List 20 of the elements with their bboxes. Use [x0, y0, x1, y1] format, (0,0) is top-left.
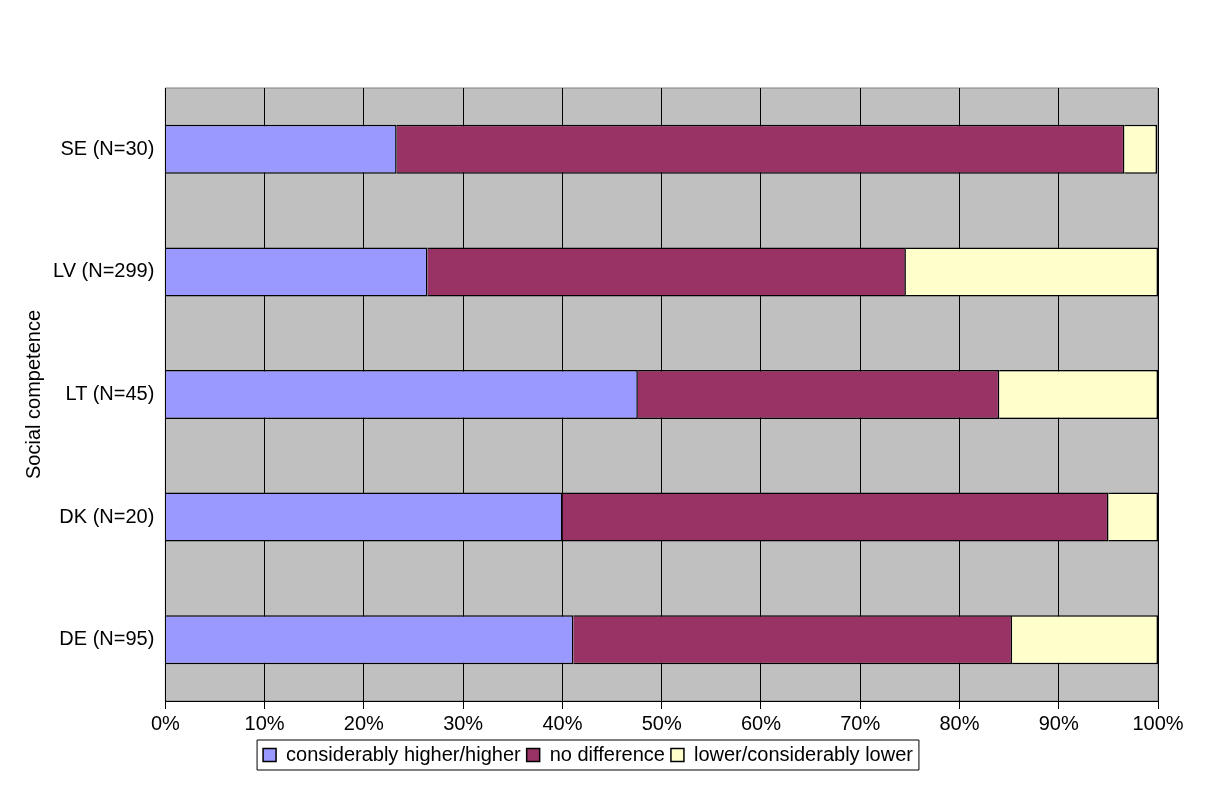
x-tick-label: 30% — [443, 711, 484, 734]
y-tick-label: LV (N=299) — [52, 259, 155, 282]
x-tick-label: 40% — [542, 711, 583, 734]
x-tick-label: 20% — [343, 711, 385, 734]
x-tick-label: 0% — [150, 711, 181, 734]
x-tick-label: 100% — [1132, 711, 1184, 734]
x-tick-label: 10% — [244, 711, 285, 734]
x-tick-label: 60% — [740, 711, 782, 734]
legend-label: lower/considerably lower — [693, 742, 914, 765]
y-tick-label: DE (N=95) — [59, 627, 155, 650]
x-tick-label: 50% — [641, 711, 682, 734]
legend-label: no difference — [549, 742, 665, 765]
y-tick-label: SE (N=30) — [60, 136, 155, 159]
y-tick-label: DK (N=20) — [59, 504, 155, 527]
y-axis-title: Social competence — [21, 310, 44, 479]
x-tick-label: 80% — [939, 711, 980, 734]
legend-label: considerably higher/higher — [286, 742, 522, 765]
x-tick-label: 90% — [1038, 711, 1079, 734]
y-tick-label: LT (N=45) — [65, 382, 155, 405]
x-tick-label: 70% — [840, 711, 881, 734]
